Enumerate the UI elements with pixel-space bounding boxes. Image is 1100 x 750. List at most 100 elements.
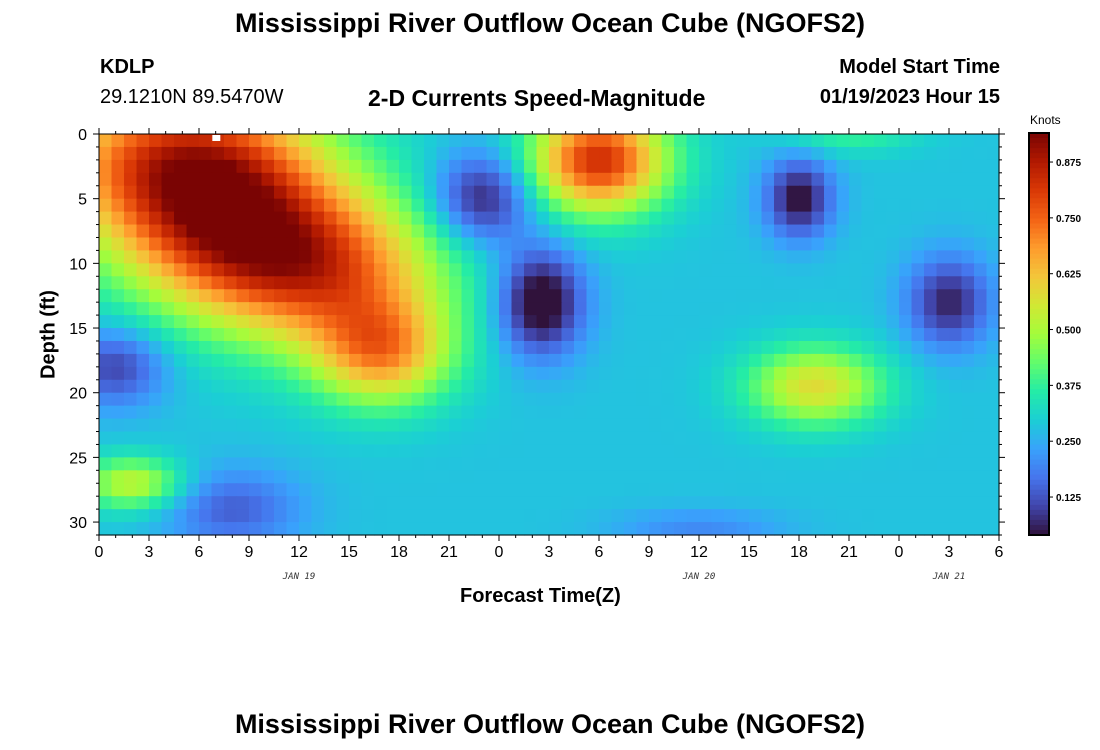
heat-cell [199, 509, 213, 523]
heat-cell [424, 172, 438, 187]
heat-cell [824, 444, 838, 458]
heat-cell [661, 198, 675, 213]
heat-cell [149, 198, 163, 213]
heat-cell [174, 289, 188, 303]
heat-cell [949, 185, 963, 200]
heat-cell [574, 509, 588, 523]
heat-cell [274, 263, 288, 277]
heat-cell [324, 379, 338, 394]
heat-cell [536, 302, 550, 316]
heat-cell [499, 509, 513, 523]
heat-cell [986, 328, 1000, 342]
heat-cell [536, 366, 550, 381]
heat-cell [911, 289, 925, 303]
heat-cell [561, 431, 575, 446]
heat-cell [461, 250, 475, 264]
heat-cell [936, 444, 950, 458]
heat-cell [99, 366, 113, 381]
heat-cell [124, 211, 138, 226]
heat-cell [286, 276, 300, 290]
heat-cell [736, 379, 750, 394]
heat-cell [111, 366, 125, 381]
heat-cell [224, 328, 238, 342]
heat-cell [161, 392, 175, 407]
heat-cell [924, 289, 938, 303]
heat-cell [661, 289, 675, 303]
heat-cell [361, 237, 375, 252]
heat-cell [386, 159, 400, 174]
heat-cell [674, 315, 688, 329]
heat-cell [311, 340, 325, 355]
heat-cell [761, 172, 775, 187]
heat-cell [286, 289, 300, 303]
heat-cell [799, 289, 813, 303]
heat-cell [911, 237, 925, 252]
heat-cell [611, 328, 625, 342]
colorbar-segment [1029, 464, 1049, 471]
heat-cell [599, 496, 613, 510]
heat-cell [161, 353, 175, 368]
y-axis-title: Depth (ft) [37, 290, 60, 379]
heat-cell [399, 444, 413, 458]
heat-cell [349, 496, 363, 510]
heat-cell [549, 172, 563, 187]
heat-cell [236, 211, 250, 226]
heat-cell [761, 276, 775, 290]
heat-cell [136, 172, 150, 187]
heat-cell [536, 211, 550, 226]
heat-cell [474, 470, 488, 484]
heat-cell [636, 392, 650, 407]
heat-cell [974, 185, 988, 200]
heat-cell [236, 353, 250, 368]
heat-cell [261, 522, 275, 536]
heat-cell [211, 276, 225, 290]
heat-cell [986, 366, 1000, 381]
heat-cell [474, 172, 488, 187]
heat-cell [574, 237, 588, 252]
heat-cell [261, 405, 275, 420]
heat-cell [374, 457, 388, 471]
heat-cell [161, 366, 175, 381]
heat-cell [99, 496, 113, 510]
heat-cell [261, 237, 275, 252]
heat-cell [611, 509, 625, 523]
heat-cell [886, 470, 900, 484]
heat-cell [111, 496, 125, 510]
heat-cell [799, 509, 813, 523]
heat-cell [761, 211, 775, 226]
heat-cell [774, 496, 788, 510]
heat-cell [986, 405, 1000, 420]
heat-cell [186, 366, 200, 381]
heat-cell [961, 134, 975, 148]
heat-cell [599, 431, 613, 446]
heat-cell [974, 211, 988, 226]
heat-cell [949, 198, 963, 213]
heat-cell [886, 159, 900, 174]
heat-cell [211, 289, 225, 303]
heat-cell [399, 431, 413, 446]
heat-cell [186, 522, 200, 536]
heat-cell [549, 263, 563, 277]
heat-cell [161, 198, 175, 213]
heat-cell [474, 431, 488, 446]
heat-cell [349, 431, 363, 446]
heat-cell [811, 509, 825, 523]
heat-cell [324, 431, 338, 446]
heat-cell [811, 237, 825, 252]
heat-cell [674, 263, 688, 277]
heat-cell [499, 250, 513, 264]
heat-cell [236, 237, 250, 252]
heat-cell [624, 431, 638, 446]
heat-cell [511, 509, 525, 523]
heat-cell [261, 134, 275, 148]
heat-cell [549, 496, 563, 510]
heat-cell [874, 198, 888, 213]
heat-cell [674, 134, 688, 148]
heat-cell [324, 470, 338, 484]
heat-cell [611, 211, 625, 226]
colorbar-segment [1029, 474, 1049, 481]
heat-cell [949, 172, 963, 187]
heat-cell [199, 146, 213, 161]
heat-cell [199, 522, 213, 536]
heat-cell [849, 172, 863, 187]
